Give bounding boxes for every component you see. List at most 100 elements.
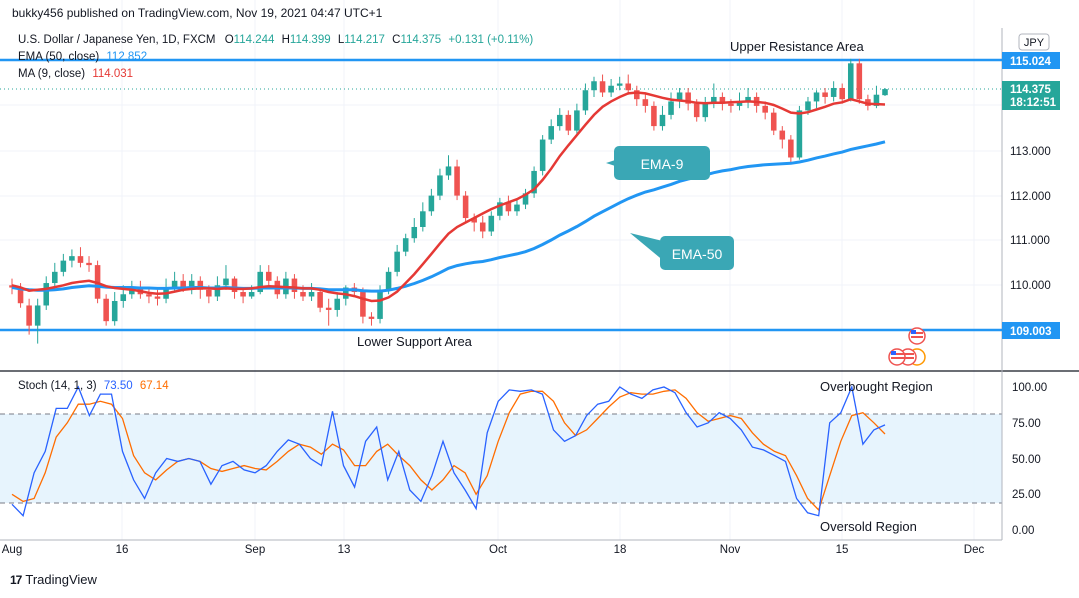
ma-legend[interactable]: MA (9, close) 114.031 — [18, 68, 133, 80]
stoch-tick-25: 25.00 — [1012, 489, 1041, 501]
candle-body — [822, 92, 828, 97]
candle-body — [616, 83, 623, 86]
change-value: +0.131 (+0.11%) — [448, 34, 534, 46]
candle-body — [26, 305, 32, 326]
candle-body — [240, 292, 246, 297]
stoch-tick-0: 0.00 — [1012, 525, 1034, 537]
candle-body — [625, 83, 632, 91]
ema9-callout-label: EMA-9 — [641, 156, 684, 172]
candle-body — [77, 256, 84, 263]
currency-badge[interactable] — [1018, 33, 1050, 51]
candle-body — [651, 105, 657, 127]
candle-body — [745, 96, 751, 102]
candle-body — [693, 103, 700, 118]
candle-body — [43, 283, 50, 306]
candle-body — [505, 202, 512, 212]
candle-body — [659, 114, 666, 127]
candle-body — [634, 90, 640, 100]
tradingview-footer[interactable]: 17 TradingView — [10, 572, 97, 587]
ema-legend[interactable]: EMA (50, close) 112.852 — [18, 51, 147, 63]
candle-body — [60, 260, 67, 272]
ema50-line — [11, 140, 886, 293]
candle-body — [813, 92, 820, 102]
stoch-axis: 100.00 75.00 50.00 25.00 0.00 — [1012, 382, 1047, 537]
candle-body — [334, 298, 341, 310]
stoch-legend-label: Stoch (14, 1, 3) — [18, 380, 97, 392]
ema50-callout: EMA-50 — [630, 233, 734, 270]
candle-body — [206, 289, 212, 297]
high-label: H — [281, 34, 290, 46]
time-label-13: 13 — [338, 544, 351, 556]
lower-support-label: Lower Support Area — [357, 334, 473, 349]
candle-body — [539, 139, 546, 171]
ma9-line — [11, 91, 886, 303]
candle-body — [702, 103, 709, 118]
stoch-tick-50: 50.00 — [1012, 454, 1041, 466]
candle-body — [180, 280, 186, 288]
candle-body — [317, 292, 323, 308]
candle-body — [522, 193, 529, 205]
stoch-band — [0, 414, 1002, 503]
upper-resistance-label: Upper Resistance Area — [730, 39, 864, 54]
last-price-tag: 114.375 — [1010, 84, 1052, 96]
candle-body — [830, 87, 837, 97]
stoch-series — [11, 384, 886, 517]
candle-body — [582, 90, 589, 111]
candle-body — [591, 81, 597, 91]
candle-body — [34, 305, 41, 326]
candle-body — [111, 300, 118, 322]
ema-legend-value: 112.852 — [106, 51, 148, 63]
ema9-callout: EMA-9 — [606, 146, 710, 180]
candle-body — [154, 296, 161, 299]
stoch-k-value: 73.50 — [103, 380, 133, 392]
tradingview-brand: TradingView — [25, 572, 97, 587]
candle-body — [257, 271, 263, 293]
stoch-d-line — [11, 389, 886, 512]
overbought-label: Overbought Region — [820, 379, 933, 394]
candle-body — [608, 85, 614, 93]
candle-body — [574, 110, 580, 131]
ma-legend-value: 114.031 — [92, 68, 134, 80]
candle-body — [805, 101, 811, 111]
stoch-tick-75: 75.00 — [1012, 418, 1041, 430]
symbol-legend[interactable]: U.S. Dollar / Japanese Yen, 1D, FXCM O11… — [18, 34, 533, 46]
candle-body — [685, 92, 691, 104]
ma-legend-label: MA (9, close) — [18, 68, 86, 80]
candle-body — [796, 110, 803, 158]
time-label-dec: Dec — [964, 544, 985, 556]
candle-body — [711, 96, 717, 104]
candle-body — [642, 99, 649, 106]
candle-body — [377, 289, 383, 319]
time-label-nov: Nov — [720, 544, 741, 556]
candle-body — [471, 218, 477, 223]
high-value: 114.399 — [289, 34, 331, 46]
time-label-18: 18 — [614, 544, 627, 556]
stoch-d-value: 67.14 — [139, 380, 169, 392]
candle-body — [17, 288, 24, 304]
candle-body — [462, 195, 469, 219]
time-label-16: 16 — [116, 544, 129, 556]
tradingview-logo-icon: 17 — [10, 572, 22, 587]
low-value: 114.217 — [344, 34, 385, 46]
candle-body — [437, 175, 443, 196]
candle-body — [368, 316, 375, 319]
candle-body — [736, 101, 743, 106]
price-tick-111: 111.000 — [1010, 235, 1050, 247]
candle-body — [882, 89, 888, 96]
price-tick-113: 113.000 — [1010, 146, 1051, 158]
candle-body — [497, 202, 503, 216]
candle-body — [120, 294, 127, 301]
candle-body — [291, 278, 298, 293]
close-label: C — [392, 34, 401, 46]
candle-body — [428, 195, 435, 212]
oversold-label: Oversold Region — [820, 519, 917, 534]
time-label-oct: Oct — [489, 544, 508, 556]
stoch-legend[interactable]: Stoch (14, 1, 3) 73.50 67.14 — [18, 380, 169, 392]
candle-body — [548, 126, 554, 140]
bar-countdown-tag: 18:12:51 — [1010, 97, 1057, 109]
candle-body — [514, 204, 520, 212]
ema50-callout-label: EMA-50 — [672, 246, 723, 262]
candle-body — [565, 114, 572, 131]
candle-body — [728, 103, 734, 106]
